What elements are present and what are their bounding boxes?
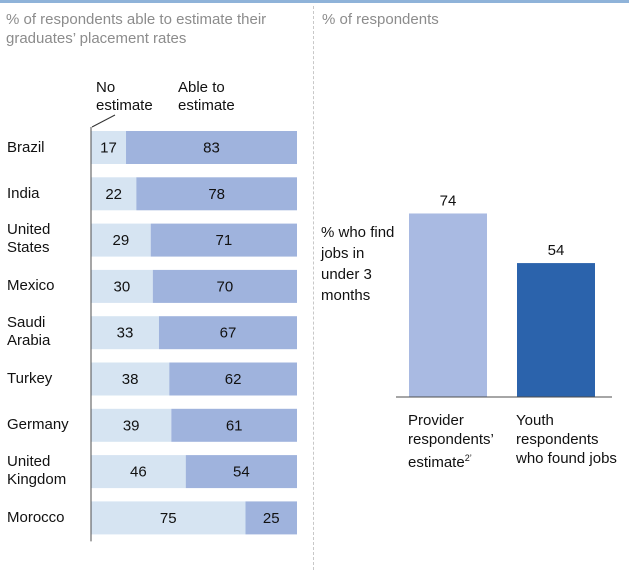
category-label-morocco: Morocco [7, 508, 65, 526]
category-label-germany: Germany [7, 416, 69, 434]
bar-youth-respondents-who-found-jobs [517, 263, 595, 397]
category-label-united-kingdom: United Kingdom [7, 452, 67, 488]
bar-united-states-able-to-estimate [150, 223, 297, 257]
bar-mexico-able-to-estimate [152, 269, 297, 303]
bar-provider-respondents-estimate [409, 213, 487, 397]
bar-value-united-states-able-to-estimate: 71 [216, 232, 233, 249]
right-annotation: % who find jobs in under 3 months [321, 224, 395, 304]
category-label-turkey: Turkey [7, 370, 53, 387]
bar-germany-no-estimate [91, 408, 172, 442]
bar-brazil-able-to-estimate [126, 131, 298, 164]
bar-germany-able-to-estimate [171, 408, 297, 442]
footnote-marker: 2’ [464, 453, 472, 463]
bar-value-germany-able-to-estimate: 61 [226, 417, 243, 434]
legend-leader-line [91, 114, 116, 128]
bar-value-india-able-to-estimate: 78 [208, 186, 225, 203]
bar-value-saudi-arabia-able-to-estimate: 67 [220, 325, 237, 342]
bar-value-united-kingdom-able-to-estimate: 54 [233, 464, 250, 481]
bar-india-no-estimate [91, 177, 137, 211]
category-label-mexico: Mexico [7, 277, 55, 295]
bar-value-provider-respondents-estimate: 74 [440, 192, 457, 209]
bar-united-kingdom-able-to-estimate [185, 455, 297, 489]
legend-no-estimate: No estimate [96, 79, 153, 114]
bar-saudi-arabia-no-estimate [91, 316, 159, 350]
bar-united-kingdom-no-estimate [91, 455, 186, 489]
bar-value-morocco-able-to-estimate: 25 [263, 510, 280, 527]
right-panel-title: % of respondents [322, 11, 439, 28]
bar-india-able-to-estimate [136, 177, 297, 211]
bar-turkey-no-estimate [91, 362, 170, 396]
bar-turkey-able-to-estimate [169, 362, 297, 396]
bar-value-turkey-no-estimate: 38 [122, 371, 139, 388]
bar-value-morocco-no-estimate: 75 [160, 510, 177, 527]
category-label-brazil: Brazil [7, 138, 45, 156]
bar-value-mexico-no-estimate: 30 [114, 278, 131, 295]
bar-value-india-no-estimate: 22 [105, 186, 122, 203]
bar-value-saudi-arabia-no-estimate: 33 [117, 325, 134, 342]
category-label-provider-respondents-estimate: Provider respondents’ estimate2’ [408, 412, 494, 471]
bar-morocco-no-estimate [91, 501, 246, 535]
category-label-saudi-arabia: Saudi Arabia [7, 313, 51, 349]
left-panel-title: % of respondents able to estimate their … [6, 11, 267, 47]
bar-value-turkey-able-to-estimate: 62 [225, 371, 242, 388]
bar-value-youth-respondents-who-found-jobs: 54 [548, 242, 565, 259]
category-label-youth-respondents-who-found-jobs: Youth respondents who found jobs [516, 412, 617, 467]
category-label-united-states: United States [7, 221, 51, 257]
bar-value-brazil-no-estimate: 17 [100, 140, 117, 157]
bar-value-united-kingdom-no-estimate: 46 [130, 464, 147, 481]
bar-value-united-states-no-estimate: 29 [113, 232, 130, 249]
category-label-india: India [7, 184, 40, 202]
bar-saudi-arabia-able-to-estimate [158, 316, 297, 350]
bar-value-mexico-able-to-estimate: 70 [217, 278, 234, 295]
bar-mexico-no-estimate [91, 269, 153, 303]
bar-morocco-able-to-estimate [245, 501, 297, 535]
top-rule [0, 0, 629, 3]
legend-able-to-estimate: Able to estimate [178, 79, 235, 114]
panel-divider [313, 6, 314, 570]
bar-united-states-no-estimate [91, 223, 151, 257]
bar-brazil-no-estimate [91, 131, 127, 164]
bar-value-brazil-able-to-estimate: 83 [203, 140, 220, 157]
bar-value-germany-no-estimate: 39 [123, 417, 140, 434]
